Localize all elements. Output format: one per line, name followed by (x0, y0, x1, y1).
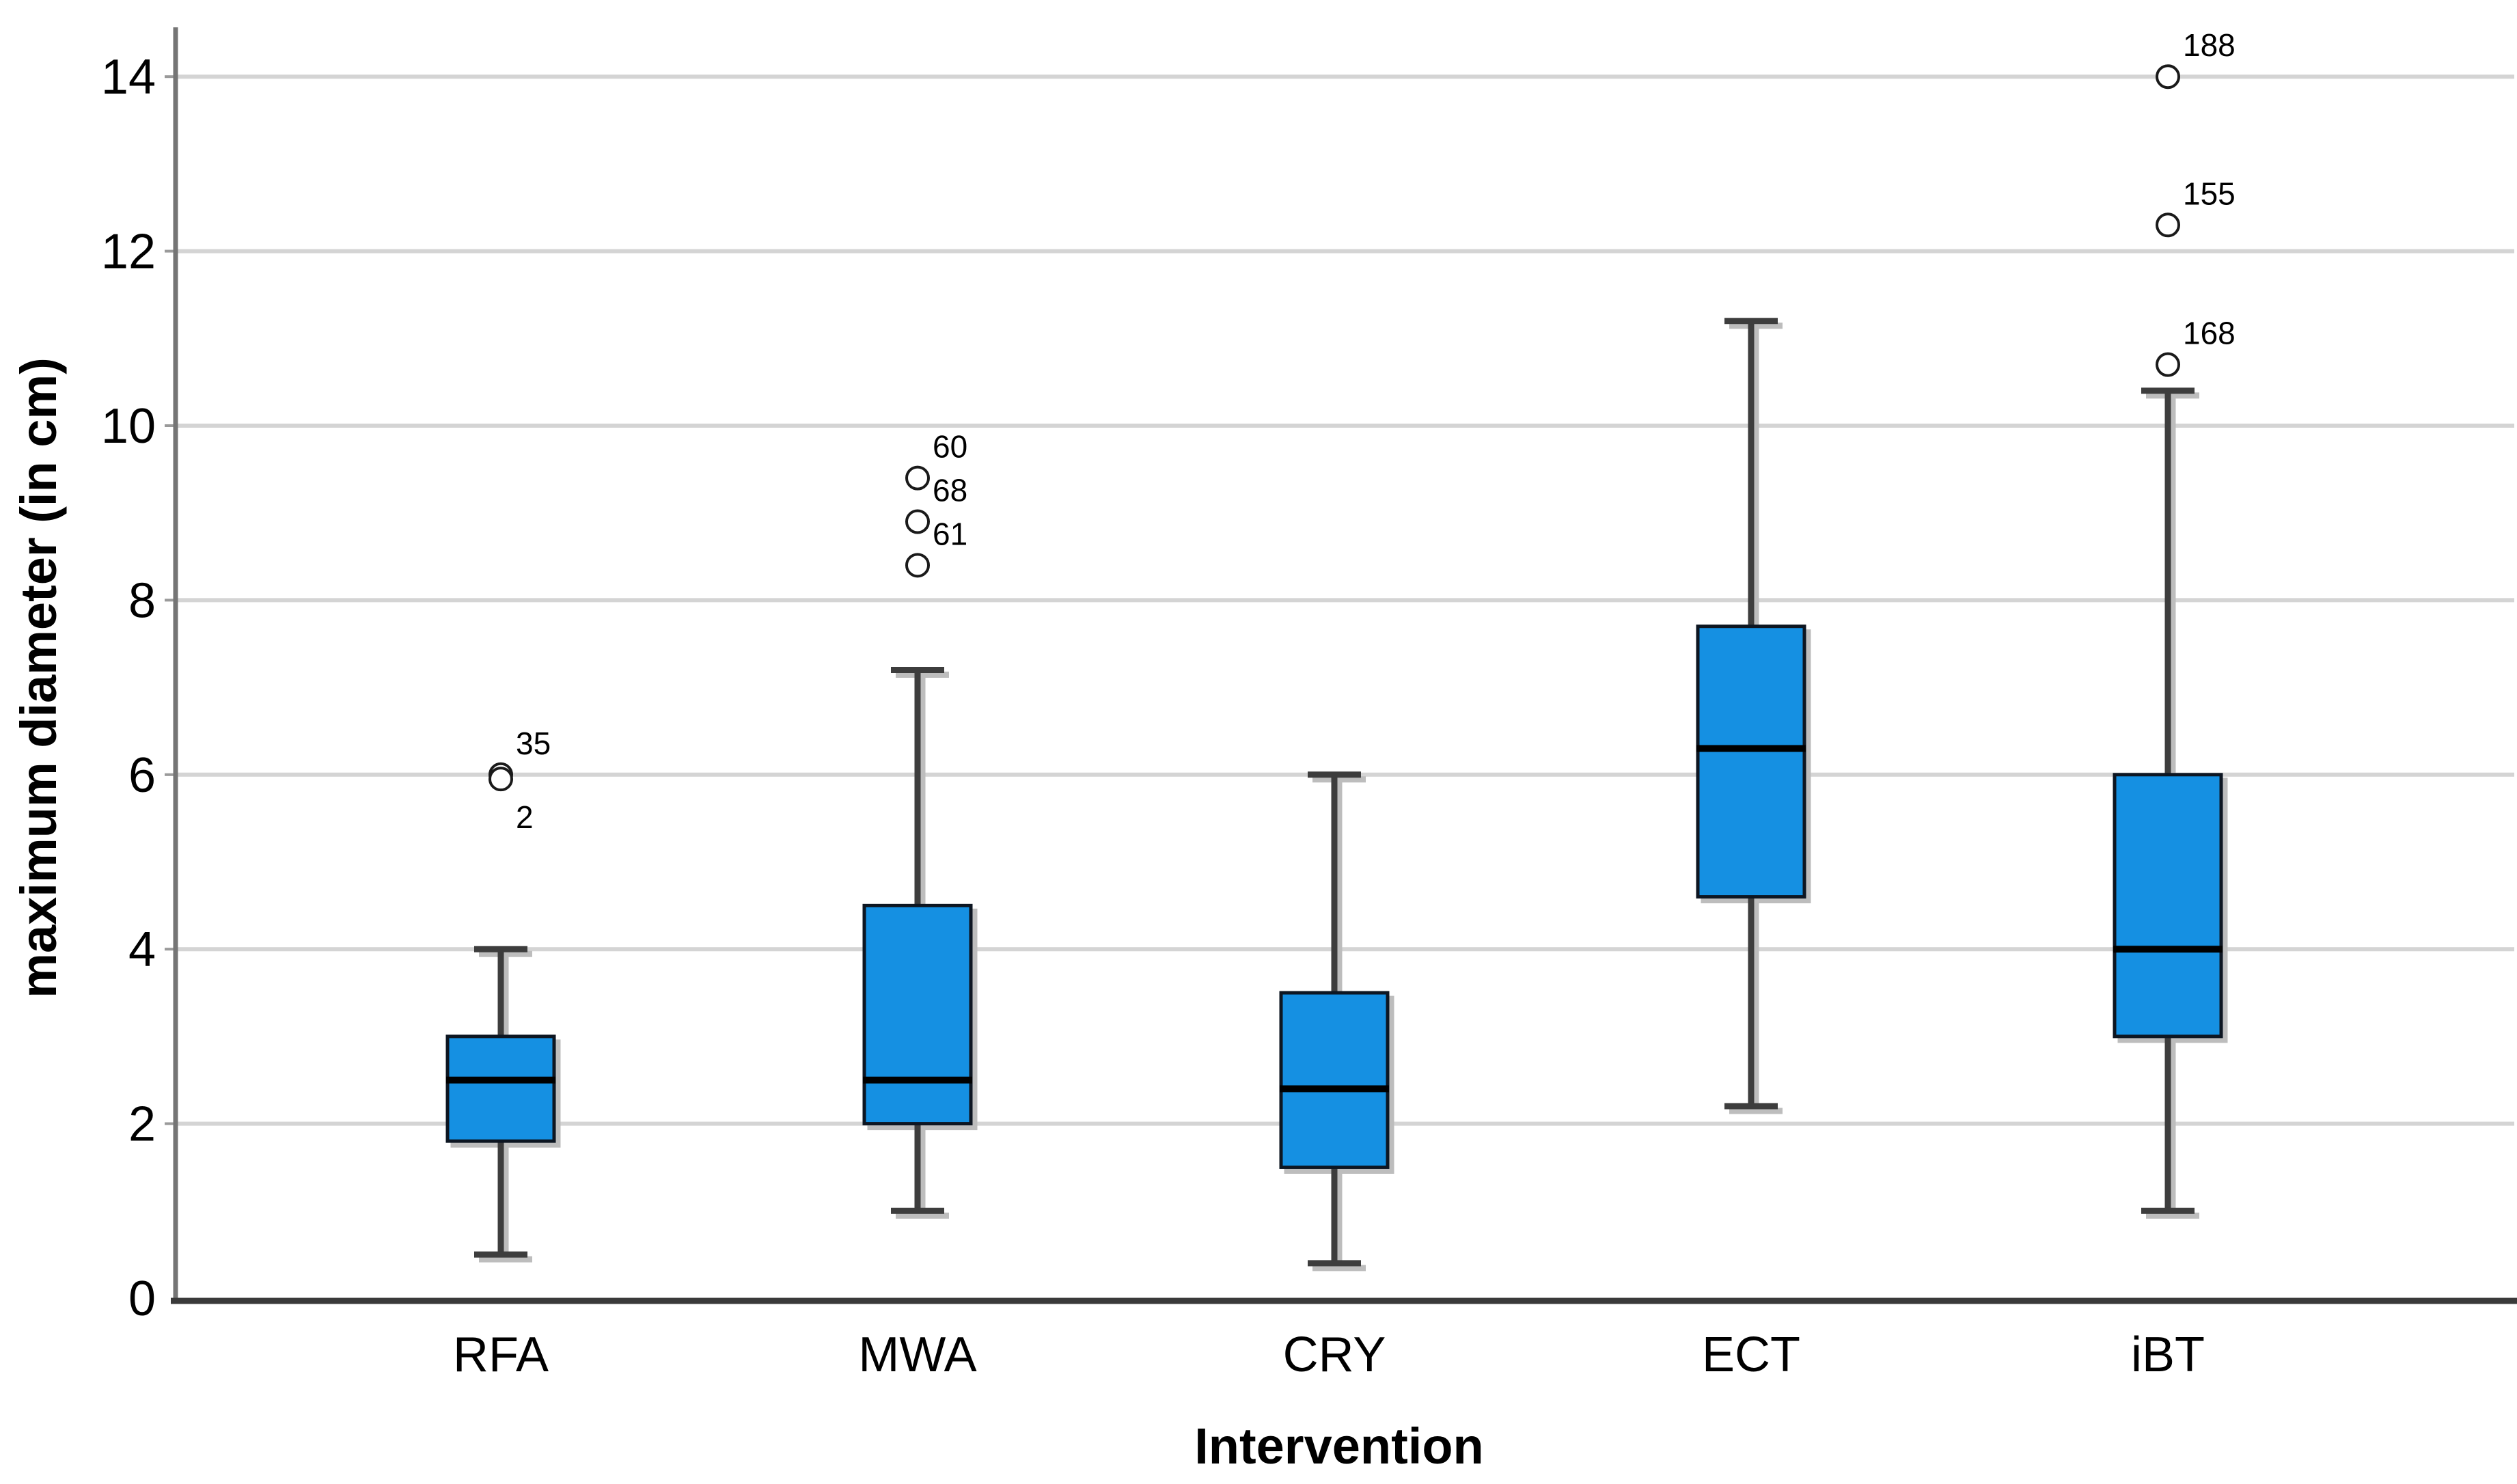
iqr-box-ibt (2113, 773, 2223, 1039)
outlier-label-mwa-61: 61 (933, 516, 967, 551)
x-category-label-ect: ECT (1702, 1328, 1800, 1382)
y-tick-label-14: 14 (101, 50, 156, 105)
iqr-box-ect (1696, 624, 1806, 899)
y-tick-label-8: 8 (128, 573, 156, 628)
boxplot-group-rfa (445, 946, 556, 1258)
x-category-label-rfa: RFA (453, 1328, 549, 1382)
iqr-box-cry (1279, 991, 1390, 1169)
y-tick-label-10: 10 (101, 399, 156, 454)
outlier-label-rfa-35: 35 (516, 726, 551, 761)
y-tick-label-4: 4 (128, 922, 156, 977)
y-tick-label-2: 2 (128, 1097, 156, 1152)
outlier-circle-mwa-61 (905, 553, 930, 578)
outlier-circle-ibt-188 (2156, 64, 2180, 90)
outlier-label-ibt-188: 188 (2183, 27, 2236, 63)
outlier-label-rfa-2: 2 (516, 799, 534, 835)
outlier-circle-rfa-2 (489, 767, 513, 792)
outlier-circle-mwa-60 (905, 465, 930, 491)
outlier-label-ibt-155: 155 (2183, 176, 2236, 211)
outlier-circle-ibt-155 (2156, 212, 2180, 238)
outlier-label-ibt-168: 168 (2183, 316, 2236, 351)
outlier-circle-ibt-168 (2156, 352, 2180, 377)
boxplot-group-mwa (862, 667, 973, 1214)
iqr-box-mwa (862, 903, 973, 1126)
x-axis-title: Intervention (1194, 1418, 1483, 1474)
x-category-label-cry: CRY (1283, 1328, 1386, 1382)
y-tick-label-0: 0 (128, 1272, 156, 1326)
outlier-label-mwa-60: 60 (933, 429, 967, 465)
boxplot-group-cry (1279, 771, 1390, 1267)
y-tick-label-6: 6 (128, 748, 156, 803)
y-axis-title: maximum diameter (in cm) (10, 357, 67, 998)
boxes-layer: 35 2 60 68 61 168 155 188 (445, 27, 2236, 1267)
iqr-box-rfa (445, 1034, 556, 1143)
outlier-circle-mwa-68 (905, 509, 930, 534)
x-category-label-ibt: iBT (2131, 1328, 2205, 1382)
boxplot-group-ibt (2113, 387, 2223, 1214)
axes-layer (171, 27, 2517, 1304)
y-tick-label-12: 12 (101, 225, 156, 279)
boxplot-group-ect (1696, 318, 1806, 1110)
x-category-label-mwa: MWA (858, 1328, 976, 1382)
outlier-label-mwa-68: 68 (933, 472, 967, 508)
